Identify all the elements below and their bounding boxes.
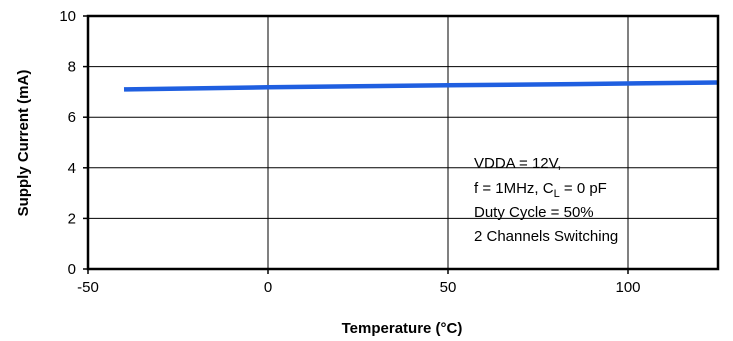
- annotation-line-2-b: = 0 pF: [560, 180, 607, 197]
- annotation-line-2-sub: L: [554, 188, 560, 200]
- annotation-line-1: VDDA = 12V,: [474, 155, 561, 172]
- x-gridlines: [267, 16, 629, 269]
- y-tick-label: 8: [68, 59, 76, 76]
- x-tick-labels: -50 0 50 100: [77, 269, 641, 296]
- plot-frame: [86, 14, 720, 271]
- annotation-line-4: 2 Channels Switching: [474, 228, 618, 245]
- x-tick-label: 100: [615, 279, 640, 296]
- x-tick-label: 50: [440, 279, 457, 296]
- annotation-line-2: f = 1MHz, CL = 0 pF: [474, 180, 607, 200]
- annotation-line-3: Duty Cycle = 50%: [474, 204, 594, 221]
- annotation-line-2-a: f = 1MHz, C: [474, 180, 554, 197]
- y-tick-label: 2: [68, 210, 76, 227]
- x-tick-label: -50: [77, 279, 99, 296]
- annotation-block: VDDA = 12V, f = 1MHz, CL = 0 pF Duty Cyc…: [474, 155, 618, 245]
- x-axis-title: Temperature (°C): [342, 320, 463, 337]
- y-tick-label: 10: [59, 8, 76, 25]
- y-axis-title: Supply Current (mA): [15, 70, 32, 217]
- y-gridlines: [88, 66, 718, 219]
- supply-current-line: [123, 80, 719, 92]
- y-tick-label: 4: [68, 160, 76, 177]
- x-tick-label: 0: [264, 279, 272, 296]
- y-tick-label: 6: [68, 109, 76, 126]
- y-tick-label: 0: [68, 261, 76, 278]
- series-layer: [123, 80, 719, 92]
- y-tick-labels: 0 2 4 6 8 10: [59, 8, 88, 278]
